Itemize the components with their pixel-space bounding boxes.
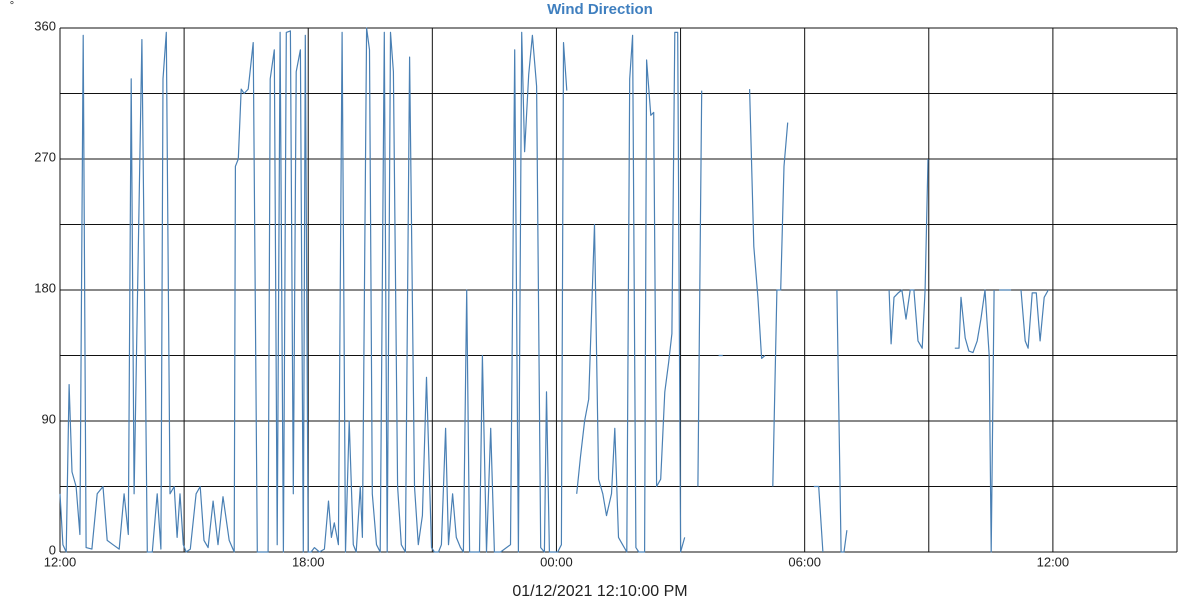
x-tick-label: 12:00 bbox=[1037, 554, 1070, 569]
x-tick-label: 00:00 bbox=[540, 554, 573, 569]
y-tick-label: 0 bbox=[49, 542, 56, 557]
y-tick-label: 90 bbox=[42, 411, 56, 426]
x-tick-label: 18:00 bbox=[292, 554, 325, 569]
x-axis-label: 01/12/2021 12:10:00 PM bbox=[512, 583, 687, 600]
y-axis-label: ° bbox=[10, 0, 14, 12]
x-tick-label: 12:00 bbox=[44, 554, 77, 569]
y-tick-label: 360 bbox=[34, 18, 56, 33]
data-line bbox=[59, 27, 1049, 553]
y-tick-label: 180 bbox=[34, 280, 56, 295]
y-tick-label: 270 bbox=[34, 149, 56, 164]
x-tick-label: 06:00 bbox=[788, 554, 821, 569]
chart-title: Wind Direction bbox=[547, 1, 653, 18]
